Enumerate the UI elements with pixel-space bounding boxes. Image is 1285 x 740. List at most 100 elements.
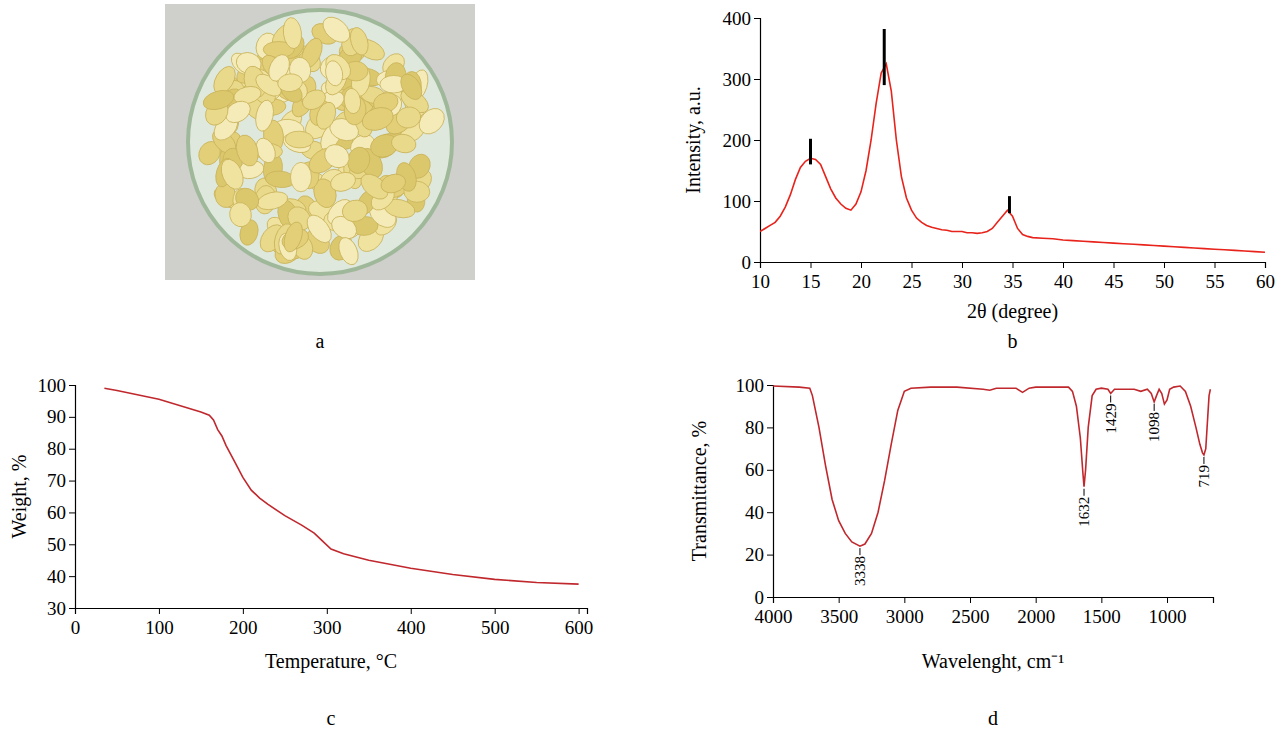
annotation-tick <box>1084 489 1085 496</box>
x-tick: 600 <box>565 608 594 638</box>
x-tick-mark <box>159 608 160 614</box>
bead <box>318 12 354 47</box>
x-tick-label: 200 <box>229 617 257 638</box>
peak-marker <box>883 29 886 85</box>
x-tick-label: 60 <box>1256 271 1275 292</box>
y-tick: 70 <box>47 470 75 491</box>
panel-letter: c <box>327 707 336 729</box>
y-tick-mark <box>754 18 760 19</box>
x-tick-label: 4000 <box>755 606 793 627</box>
x-tick-label: 25 <box>903 271 922 292</box>
x-tick-mark <box>861 262 862 268</box>
bead <box>281 130 314 156</box>
bead <box>390 132 418 155</box>
peak-label: 719 <box>1196 465 1212 488</box>
x-tick-label: 600 <box>565 617 594 638</box>
x-tick-mark <box>962 262 963 268</box>
bead <box>277 73 304 93</box>
y-axis-line <box>69 386 76 609</box>
x-tick: 20 <box>852 262 871 292</box>
x-tick-label: 50 <box>1155 271 1174 292</box>
y-tick: 100 <box>736 375 774 396</box>
y-tick-mark <box>69 385 75 386</box>
x-tick: 45 <box>1105 262 1124 292</box>
x-tick-label: 2500 <box>952 606 990 627</box>
y-tick: 400 <box>723 8 761 29</box>
x-tick: 200 <box>229 608 257 638</box>
x-tick-mark <box>327 608 328 614</box>
x-tick: 300 <box>313 608 342 638</box>
plot-marks <box>760 29 1265 252</box>
y-tick-label: 300 <box>723 69 752 90</box>
y-tick-mark <box>69 417 75 418</box>
y-axis-title: Transmittance, % <box>688 421 710 561</box>
y-tick-mark <box>754 262 760 263</box>
y-tick-mark <box>69 481 75 482</box>
bead <box>320 140 354 173</box>
x-tick: 100 <box>145 608 174 638</box>
x-tick-label: 100 <box>145 617 174 638</box>
bead <box>347 25 371 57</box>
x-tick-mark <box>1036 597 1037 603</box>
annotation-tick <box>1154 404 1155 411</box>
y-tick: 40 <box>745 502 773 523</box>
bead <box>394 105 422 130</box>
x-tick: 60 <box>1256 262 1275 292</box>
y-tick: 100 <box>723 191 761 212</box>
x-axis-line <box>76 609 588 615</box>
x-tick: 3500 <box>820 597 858 627</box>
y-tick: 20 <box>745 544 773 565</box>
bead <box>281 220 306 255</box>
x-tick: 25 <box>903 262 922 292</box>
x-tick: 2000 <box>1017 597 1055 627</box>
bead <box>379 171 408 196</box>
y-tick-mark <box>767 385 773 386</box>
x-tick-mark <box>1063 262 1064 268</box>
x-tick: 3000 <box>886 597 924 627</box>
y-tick-mark <box>69 449 75 450</box>
x-tick-label: 1500 <box>1083 606 1121 627</box>
plot-marks <box>104 388 578 584</box>
x-tick-label: 500 <box>481 617 510 638</box>
x-tick-mark <box>1167 597 1168 603</box>
peak-marker <box>1008 196 1011 213</box>
data-line <box>760 64 1265 252</box>
y-tick-label: 100 <box>736 375 765 396</box>
x-axis-title: Temperature, °C <box>265 650 397 673</box>
x-tick-label: 300 <box>313 617 342 638</box>
x-tick-label: 400 <box>397 617 426 638</box>
x-tick-mark <box>495 608 496 614</box>
y-tick-label: 50 <box>47 534 66 555</box>
y-tick-label: 80 <box>47 438 66 459</box>
x-tick-label: 45 <box>1105 271 1124 292</box>
y-tick-label: 40 <box>47 566 66 587</box>
figure: a101520253035404550556001002003004002θ (… <box>0 0 1285 740</box>
bead <box>340 198 369 224</box>
x-tick-label: 30 <box>953 271 972 292</box>
y-tick: 100 <box>38 375 76 396</box>
y-tick-mark <box>767 555 773 556</box>
y-axis: 020406080100 <box>736 375 774 608</box>
x-axis: 4000 3500 3000 2500 2000 1500 1000 <box>755 597 1214 627</box>
x-tick-mark <box>1013 262 1014 268</box>
x-tick: 1000 <box>1149 597 1187 627</box>
peak-label: 1429 <box>1103 403 1119 433</box>
peak-marker <box>809 139 812 165</box>
x-tick-label: 1000 <box>1149 606 1187 627</box>
bead <box>328 169 358 194</box>
x-axis: 1015202530354045505560 <box>751 262 1275 292</box>
x-tick-label: 3000 <box>886 606 924 627</box>
y-axis: 30405060708090100 <box>38 375 76 619</box>
chart-panel: 010020030040050060030405060708090100Temp… <box>8 375 593 673</box>
x-tick-mark <box>411 608 412 614</box>
bead <box>396 70 426 103</box>
y-tick: 40 <box>47 566 75 587</box>
x-tick-mark <box>579 608 580 614</box>
panel-letter: b <box>1008 330 1018 352</box>
data-line <box>773 386 1210 546</box>
y-tick-label: 80 <box>745 417 764 438</box>
y-tick-label: 400 <box>723 8 752 29</box>
data-line <box>104 388 578 584</box>
y-tick-mark <box>69 512 75 513</box>
y-tick-mark <box>754 201 760 202</box>
